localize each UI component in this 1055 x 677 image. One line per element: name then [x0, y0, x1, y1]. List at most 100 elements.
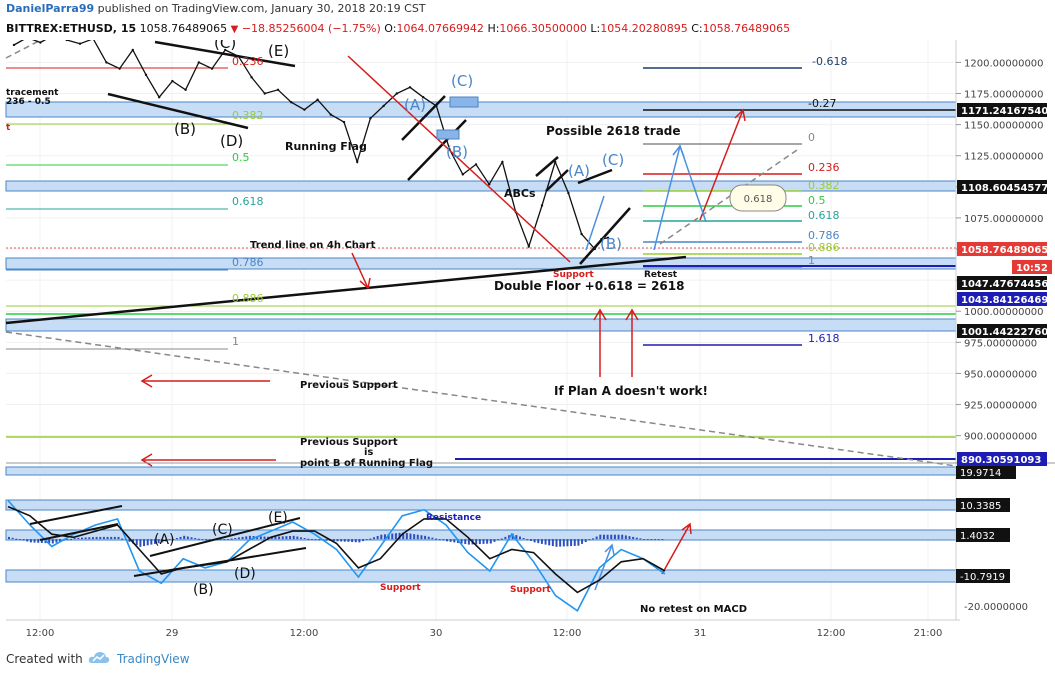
fib-right-label-6: 0.618	[808, 209, 840, 222]
price-tick-label-9: 975.00000000	[964, 338, 1037, 349]
macd-hist-bar	[113, 536, 116, 540]
macd-hist-bar	[635, 537, 638, 540]
macd-hist-bar	[427, 536, 430, 540]
macd-hist-bar	[486, 539, 489, 544]
price-point-39	[527, 245, 530, 248]
fib-right-labels: -0.618 -0.27 0 0.236 0.382 0.5 0.618 0.7…	[808, 55, 847, 345]
header-line-2: BITTREX:ETHUSD, 15 1058.76489065 ▼ −18.8…	[6, 22, 790, 35]
price-point-16	[224, 48, 227, 52]
macd-hist-bar	[263, 536, 266, 540]
macd-hist-bar	[164, 539, 167, 542]
author-link[interactable]: DanielParra99	[6, 2, 95, 15]
macd-hist-bar	[460, 539, 463, 544]
bubble-label: 0.618	[744, 194, 773, 205]
open-value: 1064.07669942	[396, 22, 484, 35]
price-label-3: 10:52	[1016, 263, 1048, 274]
macd-hist-bar	[402, 532, 405, 540]
macd-hist-bar	[205, 539, 208, 541]
macd-hist-bar	[482, 539, 485, 544]
wave-label-e-top: (E)	[268, 42, 289, 60]
time-tick-label-6: 12:00	[817, 628, 846, 639]
macd-hist-bar	[303, 538, 306, 540]
price-point-29	[395, 92, 398, 95]
macd-tick-box-0	[956, 498, 1010, 512]
price-point-13	[184, 88, 187, 91]
double-floor-label: Double Floor +0.618 = 2618	[494, 279, 684, 293]
macd-hist-bar	[581, 539, 584, 544]
macd-hist-bar	[81, 537, 83, 540]
macd-hist-bar	[548, 539, 551, 546]
macd-hist-bar	[106, 536, 109, 540]
fib-left-label-5: 0.5	[232, 151, 250, 164]
published-text: published on TradingView.com, January 30…	[97, 2, 426, 15]
macd-hist-bar	[33, 539, 36, 543]
fib-right-label-0: -0.618	[812, 55, 847, 68]
price-point-20	[276, 88, 280, 91]
macd-hist-bar	[95, 536, 98, 540]
running-flag-label: Running Flag	[285, 140, 367, 153]
macd-hist-bar	[310, 539, 313, 541]
high-value: 1066.30500000	[499, 22, 587, 35]
macd-hist-bar	[66, 539, 69, 541]
bubble-note: 0.618	[729, 184, 787, 212]
macd-hist-bar	[77, 537, 80, 540]
macd-hist-bar	[497, 539, 500, 541]
macd-wave-b: (B)	[193, 582, 214, 598]
macd-hist-bar	[194, 538, 197, 540]
macd-hist-bar	[340, 539, 343, 542]
tradingview-cloud-icon[interactable]	[88, 649, 110, 665]
macd-hist-bar	[354, 539, 357, 543]
macd-hist-bar	[40, 539, 43, 543]
macd-hist-bar	[219, 539, 222, 541]
price-point-30	[408, 86, 412, 89]
macd-hist-bar	[369, 538, 372, 540]
macd-hist-bar	[227, 539, 229, 541]
macd-tick-label-2: -10.7919	[960, 572, 1005, 583]
macd-hist-bar	[172, 539, 175, 541]
price-label-box-1	[957, 180, 1047, 194]
macd-hist-bar	[278, 536, 281, 540]
macd-hist-bar	[416, 534, 419, 540]
fib-right-label-2: 0	[808, 131, 815, 144]
macd-hist-bar	[29, 539, 32, 543]
price-labels: 1171.24167540 1108.60454577 1058.76489065 1…	[957, 103, 1052, 466]
macd-hist-bar	[296, 536, 299, 540]
macd-hist-bar	[208, 539, 211, 541]
fib-left-label-1: 236 - 0.5	[6, 97, 51, 107]
macd-hist-bar	[522, 538, 525, 540]
macd-hist-bar	[621, 534, 624, 540]
macd-hist-bar	[73, 538, 76, 540]
blue-arrows	[585, 143, 707, 591]
price-point-37	[501, 160, 504, 164]
macd-hist-bar	[197, 538, 200, 540]
tradingview-link[interactable]: TradingView	[117, 652, 190, 666]
prev-support2-l1: Previous Support	[300, 437, 398, 448]
prev-support2-l3: point B of Running Flag	[300, 458, 433, 469]
fib-right-label-3: 0.236	[808, 161, 840, 174]
macd-hist-bar	[489, 539, 492, 544]
macd-hist-bar	[143, 539, 146, 547]
macd-hist-bar	[139, 539, 142, 547]
macd-hist-bar	[391, 533, 394, 540]
trend-line-label: Trend line on 4h Chart	[250, 240, 376, 251]
macd-hist-bar	[526, 539, 529, 541]
price-label-1: 1108.60454577	[961, 183, 1048, 194]
macd-hist-bar	[230, 538, 233, 540]
macd-hist-bar	[336, 539, 339, 542]
macd-hist-bar	[48, 539, 51, 544]
price-point-0	[12, 43, 16, 47]
macd-hist-bar	[405, 533, 408, 540]
macd-support-a-label: Support	[380, 583, 421, 593]
macd-hist-bar	[300, 537, 302, 540]
macd-hist-bar	[624, 535, 627, 540]
price-point-14	[197, 61, 200, 64]
zone-10	[5, 499, 957, 511]
price-point-46	[606, 236, 610, 240]
price-point-25	[342, 120, 346, 124]
macd-hist-bar	[70, 538, 73, 540]
macd-hist-bar	[234, 538, 237, 540]
macd-top-label: 19.9714	[960, 468, 1001, 479]
macd-hist-bar	[154, 539, 156, 544]
macd-hist-bar	[573, 539, 576, 546]
macd-hist-bar	[643, 539, 646, 541]
